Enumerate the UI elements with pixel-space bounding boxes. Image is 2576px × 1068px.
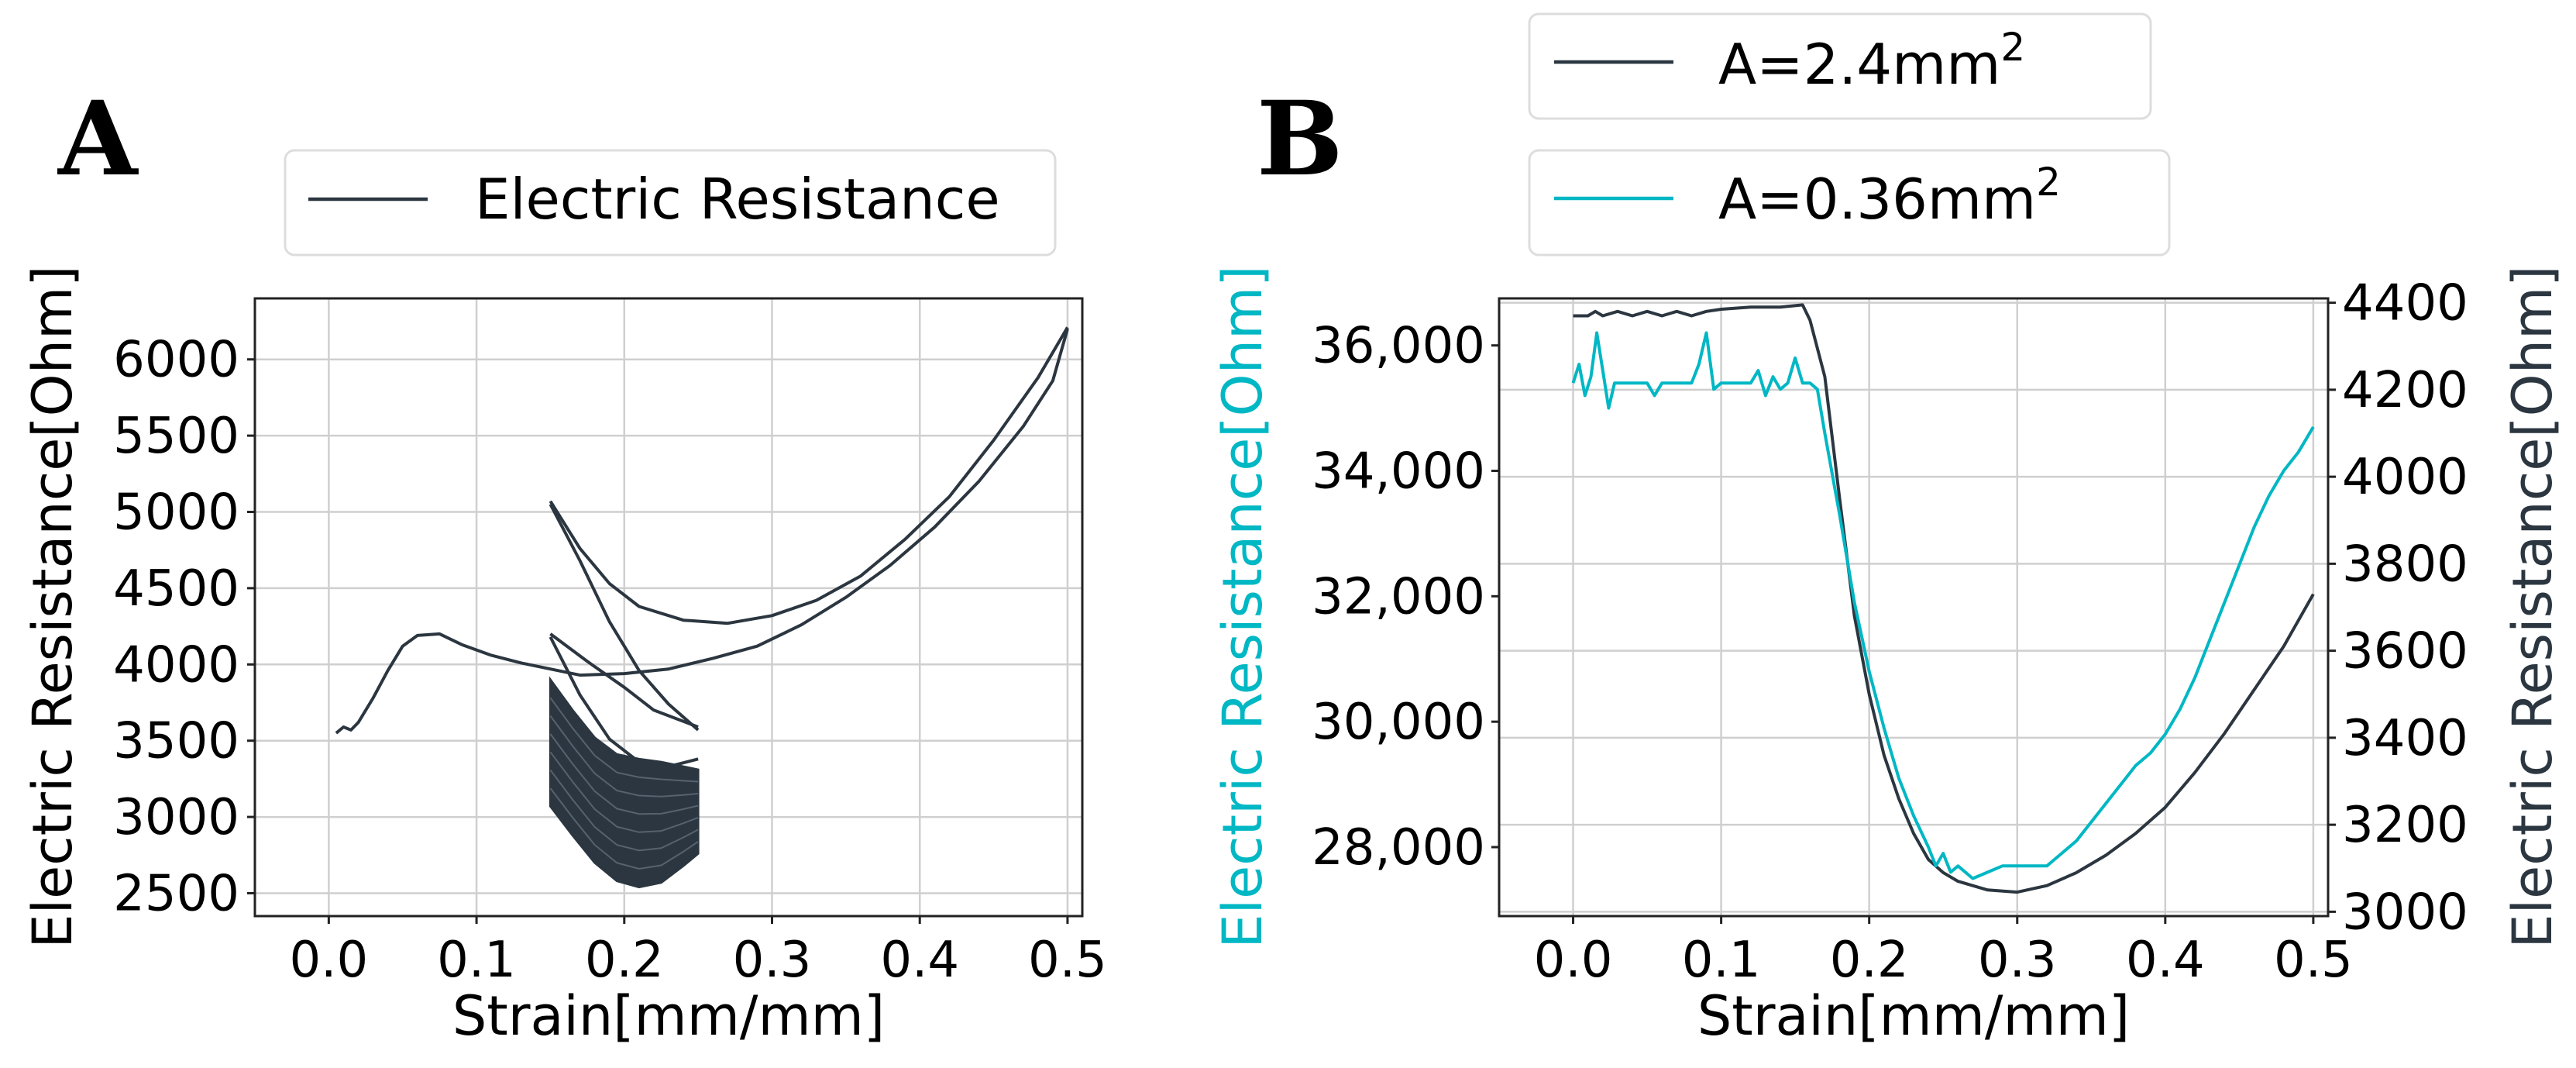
panel-a-legend-box [284, 149, 1057, 257]
panel-b-right-y-tick-label: 3400 [2342, 710, 2468, 767]
panel-b: B A=2.4mm2 A=0.36mm2 0.0 0.1 0.2 0.3 0.4 0.53… [1211, 12, 2564, 1048]
panel-b-frame [1498, 297, 2330, 918]
panel-b-right-y-tick-label: 3600 [2342, 623, 2468, 680]
panel-a-series-line [549, 326, 1069, 625]
panel-b-series-0p36-line [1571, 331, 2315, 880]
panel-b-legend-1-box [1528, 12, 2152, 120]
panel-a-series-line [549, 636, 699, 769]
panel-b-right-y-axis-title: Electric Resistance[Ohm] [2501, 265, 2564, 948]
panel-b-right-y-tick-label: 3200 [2342, 797, 2468, 854]
panel-b-right-y-tick-label: 4000 [2342, 449, 2468, 506]
panel-b-right-y-tick-label: 3800 [2342, 536, 2468, 593]
panel-b-right-y-tick-label: 4400 [2342, 275, 2468, 332]
panel-a-x-axis-title: Strain[mm/mm] [452, 984, 885, 1048]
panel-b-letter: B [1257, 79, 1343, 199]
panel-b-left-y-tick-label: 30,000 [1312, 694, 1485, 751]
panel-b-legend-2-box [1528, 149, 2171, 257]
panel-b-left-y-tick-label: 28,000 [1312, 819, 1485, 877]
panel-a-ticks: 0.0 0.1 0.2 0.3 0.4 0.5 2500 3000 3500 4000 4500 50… [113, 332, 1107, 989]
panel-a: A Electric Resistance 0.0 0.1 0.2 0.3 0.4 0.5… [21, 79, 1107, 1048]
panel-a-cycle-line [549, 769, 699, 852]
panel-a-data [335, 326, 1069, 889]
panel-a-cycle-line [549, 697, 699, 783]
panel-a-y-axis-title: Electric Resistance[Ohm] [21, 265, 84, 948]
panel-a-series-line [549, 632, 699, 729]
panel-a-y-tick-label: 5500 [113, 408, 239, 465]
panel-a-y-tick-label: 3500 [113, 713, 239, 770]
panel-b-right-y-tick-label: 4200 [2342, 362, 2468, 419]
panel-b-legend-2: A=0.36mm2 [1528, 149, 2171, 257]
panel-a-series-line [335, 328, 1069, 735]
panel-a-x-tick-label: 0.1 [437, 932, 516, 989]
panel-b-legend-1: A=2.4mm2 [1528, 12, 2152, 120]
panel-a-x-tick-label: 0.5 [1028, 932, 1107, 989]
panel-a-cycle-line [549, 715, 699, 798]
panel-a-cycle-line [549, 751, 699, 833]
panel-b-left-y-tick-label: 32,000 [1312, 568, 1485, 625]
panel-b-x-tick-label: 0.1 [1682, 932, 1761, 989]
panel-a-y-tick-label: 5000 [113, 484, 239, 542]
panel-a-x-tick-label: 0.3 [733, 932, 812, 989]
panel-a-y-tick-label: 3000 [113, 789, 239, 846]
panel-a-series-line [549, 503, 700, 732]
panel-a-legend: Electric Resistance [284, 149, 1057, 257]
panel-b-legend-2-label: A=0.36mm2 [1718, 160, 2061, 232]
panel-b-right-y-tick-label: 3000 [2342, 884, 2468, 941]
panel-a-y-tick-label: 6000 [113, 332, 239, 389]
panel-a-y-tick-label: 4000 [113, 636, 239, 694]
panel-b-data [1571, 303, 2315, 894]
panel-a-y-tick-label: 4500 [113, 560, 239, 618]
panel-a-x-tick-label: 0.2 [585, 932, 664, 989]
panel-b-x-tick-label: 0.5 [2274, 932, 2353, 989]
panel-b-left-y-axis-title: Electric Resistance[Ohm] [1211, 265, 1274, 948]
panel-b-left-y-tick-label: 34,000 [1312, 443, 1485, 501]
panel-a-x-tick-label: 0.4 [880, 932, 959, 989]
panel-a-x-tick-label: 0.0 [289, 932, 368, 989]
panel-a-legend-label: Electric Resistance [475, 167, 1000, 232]
panel-b-left-y-tick-label: 36,000 [1312, 318, 1485, 375]
panel-b-x-axis-title: Strain[mm/mm] [1697, 984, 2130, 1048]
panel-b-legend-1-label: A=2.4mm2 [1718, 25, 2025, 97]
panel-a-cycle-line [549, 787, 699, 870]
panel-b-x-tick-label: 0.0 [1534, 932, 1613, 989]
panel-a-letter: A [57, 79, 139, 199]
panel-b-grid [1499, 298, 2328, 916]
panel-b-x-tick-label: 0.2 [1830, 932, 1909, 989]
panel-a-cycle-line [549, 733, 699, 815]
panel-a-grid [255, 298, 1082, 916]
panel-b-series-2p4-line [1573, 303, 2315, 894]
panel-b-x-tick-label: 0.3 [1978, 932, 2057, 989]
panel-a-y-tick-label: 2500 [113, 865, 239, 922]
panel-b-x-tick-label: 0.4 [2126, 932, 2205, 989]
panel-a-frame [253, 297, 1084, 918]
